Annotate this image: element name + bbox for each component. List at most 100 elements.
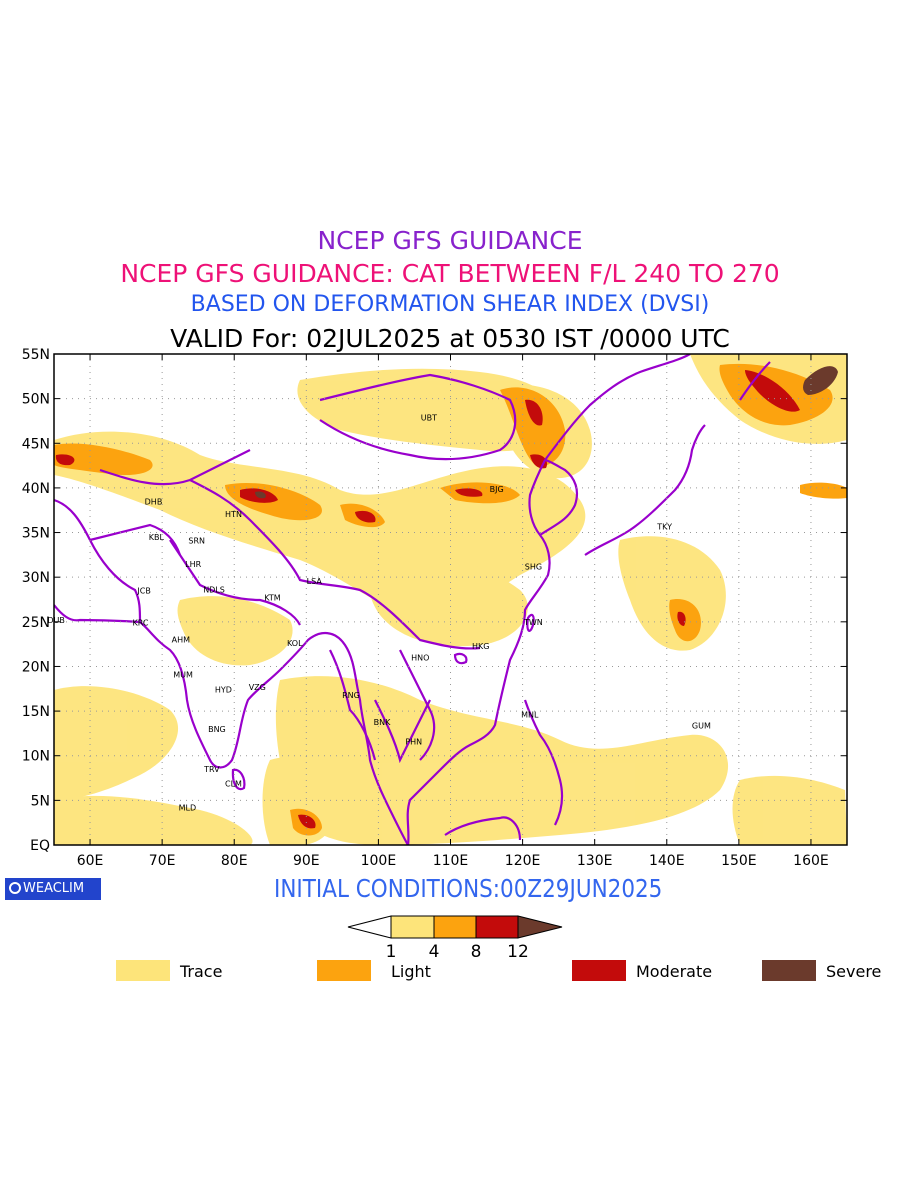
city-label-srn: SRN bbox=[188, 537, 205, 546]
coast-taiwan bbox=[526, 613, 535, 632]
lat-label: 10N bbox=[22, 749, 50, 765]
initial-conditions-label: INITIAL CONDITIONS:00Z29JUN2025 bbox=[274, 874, 663, 903]
city-label-bng: BNG bbox=[208, 725, 226, 734]
moderate-region-pacific bbox=[677, 611, 686, 626]
city-label-trv: TRV bbox=[203, 765, 220, 774]
logo-circle-icon bbox=[9, 881, 21, 894]
city-label-dub: DUB bbox=[47, 616, 65, 625]
city-label-hyd: HYD bbox=[215, 686, 232, 695]
coast-kamchatka bbox=[739, 361, 771, 401]
moderate-region-north-china bbox=[455, 488, 483, 497]
city-label-ktm: KTM bbox=[264, 594, 281, 603]
city-label-mld: MLD bbox=[179, 804, 197, 813]
title-line-1: NCEP GFS GUIDANCE bbox=[317, 226, 583, 255]
legend-label-severe: Severe bbox=[826, 962, 882, 981]
lat-label: 15N bbox=[22, 704, 50, 720]
coast-russia-east bbox=[544, 354, 691, 461]
lat-label: 25N bbox=[22, 615, 50, 631]
city-label-lsa: LSA bbox=[307, 577, 323, 586]
border-india bbox=[169, 539, 301, 626]
city-label-rng: RNG bbox=[342, 691, 360, 700]
trace-region-india-north bbox=[177, 596, 293, 666]
lon-label: 160E bbox=[793, 853, 829, 869]
title-line-2: NCEP GFS GUIDANCE: CAT BETWEEN F/L 240 T… bbox=[120, 259, 780, 288]
city-label-krc: KRC bbox=[133, 619, 149, 628]
colorbar: 1 4 8 12 bbox=[347, 915, 563, 962]
city-label-jcb: JCB bbox=[136, 587, 150, 596]
lat-label: 40N bbox=[22, 481, 50, 497]
coast-se-asia bbox=[406, 459, 551, 845]
city-label-tky: TKY bbox=[656, 522, 672, 531]
title-line-3: BASED ON DEFORMATION SHEAR INDEX (DVSI) bbox=[190, 292, 710, 317]
city-label-htn: HTN bbox=[225, 510, 242, 519]
city-label-ahm: AHM bbox=[172, 636, 190, 645]
coast-hainan bbox=[453, 652, 468, 665]
moderate-region-caspian bbox=[55, 454, 75, 466]
city-label-clm: CLM bbox=[225, 779, 242, 788]
coast-philippines bbox=[523, 699, 564, 826]
city-label-bnk: BNK bbox=[374, 718, 391, 727]
valid-time-title: VALID For: 02JUL2025 at 0530 IST /0000 U… bbox=[170, 324, 730, 353]
legend-label-moderate: Moderate bbox=[636, 962, 713, 981]
city-label-ubt: UBT bbox=[421, 413, 437, 422]
severe-region-tarim bbox=[255, 491, 266, 499]
legend-swatch-moderate bbox=[572, 960, 626, 981]
coast-arabia bbox=[54, 604, 409, 845]
city-label-mnl: MNL bbox=[521, 711, 539, 720]
lat-label: 50N bbox=[22, 392, 50, 408]
lat-label: EQ bbox=[30, 838, 50, 854]
city-label-bjg: BJG bbox=[490, 485, 504, 494]
city-label-shg: SHG bbox=[525, 562, 542, 571]
trace-region-indochina bbox=[275, 676, 729, 845]
lon-label: 140E bbox=[649, 853, 685, 869]
lat-label: 20N bbox=[22, 659, 50, 675]
lon-label: 130E bbox=[577, 853, 613, 869]
colorbar-low-arrow bbox=[347, 915, 392, 939]
city-labels: UBT BJG DHB HTN KBL SRN LHR LSA SHG TKY JCB NDLS KTM… bbox=[47, 413, 711, 812]
colorbar-tick-8: 8 bbox=[471, 942, 482, 962]
colorbar-severe-arrow bbox=[517, 915, 563, 939]
lat-label: 5N bbox=[31, 793, 50, 809]
lat-label: 45N bbox=[22, 436, 50, 452]
latitude-labels: 55N 50N 45N 40N 35N 30N 25N 20N 15N 10N 5N EQ bbox=[22, 347, 50, 854]
moderate-region-kamchatka bbox=[745, 370, 800, 412]
light-region-manchuria bbox=[500, 387, 566, 466]
legend-swatch-trace bbox=[116, 960, 170, 981]
trace-region-pacific-east bbox=[732, 775, 847, 845]
weaclim-logo: WEACLIM bbox=[5, 878, 101, 900]
coast-korea bbox=[539, 458, 579, 536]
trace-region-south-china bbox=[368, 556, 528, 647]
city-label-vzg: VZG bbox=[249, 683, 266, 692]
trace-region-indian-ocean bbox=[54, 795, 253, 845]
colorbar-moderate bbox=[475, 915, 519, 939]
lat-label: 35N bbox=[22, 526, 50, 542]
colorbar-light bbox=[433, 915, 477, 939]
city-label-mum: MUM bbox=[173, 670, 193, 679]
lon-label: 60E bbox=[77, 853, 104, 869]
moderate-region-bay-bengal bbox=[298, 814, 316, 829]
light-region-aleutian bbox=[800, 482, 847, 499]
legend-swatch-severe bbox=[762, 960, 816, 981]
city-label-hkg: HKG bbox=[472, 642, 489, 651]
colorbar-trace bbox=[390, 915, 435, 939]
turbulence-map: 55N 50N 45N 40N 35N 30N 25N 20N 15N 10N 5N EQ 60E 70… bbox=[22, 347, 848, 869]
colorbar-tick-4: 4 bbox=[429, 942, 440, 962]
border-central-asia bbox=[99, 449, 251, 486]
trace-region-arabian-sea bbox=[54, 686, 179, 800]
legend-swatch-light bbox=[317, 960, 371, 981]
border-afghanistan bbox=[89, 523, 182, 556]
lon-label: 100E bbox=[361, 853, 397, 869]
legend-label-light: Light bbox=[391, 962, 431, 981]
border-mongolia bbox=[319, 373, 517, 461]
severe-region-kamchatka bbox=[803, 366, 838, 395]
colorbar-tick-1: 1 bbox=[386, 942, 397, 962]
border-china-west bbox=[189, 479, 481, 650]
longitude-labels: 60E 70E 80E 90E 100E 110E 120E 130E 140E 150E 160E bbox=[77, 853, 829, 869]
coast-japan bbox=[584, 424, 706, 556]
axis-ticks bbox=[54, 353, 847, 846]
city-label-hno: HNO bbox=[411, 654, 429, 663]
border-myanmar bbox=[329, 649, 377, 761]
lon-label: 90E bbox=[293, 853, 320, 869]
moderate-region-manchuria bbox=[525, 399, 543, 426]
lon-label: 150E bbox=[721, 853, 757, 869]
